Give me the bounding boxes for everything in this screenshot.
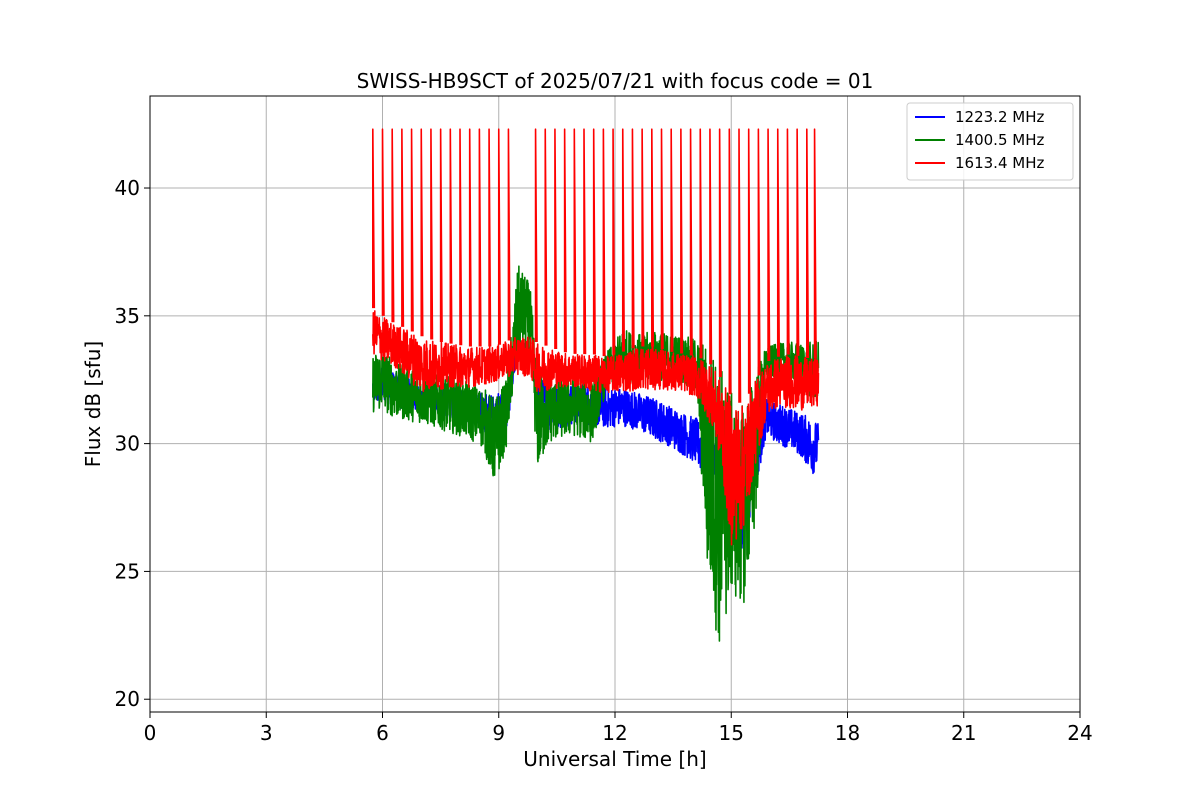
x-tick-label: 15 xyxy=(719,721,744,745)
legend: 1223.2 MHz 1400.5 MHz 1613.4 MHz xyxy=(906,102,1074,181)
y-tick-label: 20 xyxy=(115,687,140,711)
legend-label: 1223.2 MHz xyxy=(955,108,1044,126)
x-tick-label: 3 xyxy=(260,721,273,745)
y-tick-label: 35 xyxy=(115,304,140,328)
legend-label: 1400.5 MHz xyxy=(955,131,1044,149)
y-tick-label: 40 xyxy=(115,176,140,200)
y-tick-label: 30 xyxy=(115,432,140,456)
x-tick-label: 21 xyxy=(951,721,976,745)
axis-ticks: 0 3 6 9 12 15 18 21 24 20 25 30 35 40 xyxy=(115,176,1093,745)
series-line-3 xyxy=(372,128,820,546)
legend-label: 1613.4 MHz xyxy=(955,154,1044,172)
x-axis-label: Universal Time [h] xyxy=(523,747,706,771)
x-tick-label: 18 xyxy=(835,721,860,745)
y-tick-label: 25 xyxy=(115,559,140,583)
series-layer xyxy=(372,128,820,642)
y-axis-label: Flux dB [sfu] xyxy=(81,341,105,467)
chart-title: SWISS-HB9SCT of 2025/07/21 with focus co… xyxy=(357,69,874,93)
x-tick-label: 9 xyxy=(492,721,505,745)
x-tick-label: 0 xyxy=(144,721,157,745)
x-tick-label: 6 xyxy=(376,721,389,745)
x-tick-label: 12 xyxy=(602,721,627,745)
x-tick-label: 24 xyxy=(1067,721,1092,745)
legend-box xyxy=(906,102,1074,181)
